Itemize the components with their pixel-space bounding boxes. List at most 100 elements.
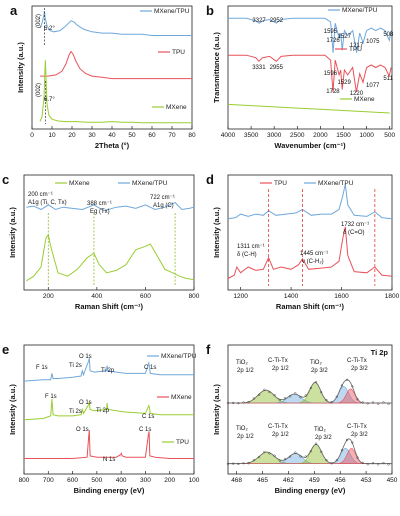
x-tick-label: 468	[231, 477, 242, 484]
plot-frame	[23, 344, 195, 475]
raw-data-point	[356, 398, 359, 401]
x-tick-label: 1500	[336, 132, 351, 139]
raw-data-point	[283, 397, 287, 400]
raw-data-point	[309, 386, 312, 390]
x-tick-label: 453	[361, 477, 372, 484]
x-tick-label: 80	[188, 132, 196, 139]
annotation: 2p 3/2	[315, 435, 332, 441]
raw-data-point	[325, 459, 328, 462]
x-tick-label: 400	[116, 477, 127, 484]
raw-data-point	[335, 459, 338, 462]
annotation: Eg (Tx)	[90, 209, 110, 215]
x-tick-label: 1600	[334, 293, 349, 300]
legend-entry: MXene/TPU	[161, 353, 197, 360]
annotation: 1311 cm⁻¹	[237, 244, 265, 250]
raw-data-point	[361, 461, 364, 464]
raw-data-point	[226, 401, 230, 405]
raw-data-point	[294, 392, 297, 395]
plot-frame	[227, 344, 393, 475]
raw-data-point	[237, 462, 240, 465]
raw-data-point	[263, 450, 266, 454]
annotation: 508	[383, 32, 394, 38]
annotation: C-Ti-Tx	[347, 424, 367, 430]
raw-data-point	[346, 438, 349, 441]
raw-data-point	[304, 455, 307, 458]
x-tick-label: 459	[309, 477, 320, 484]
raw-data-point	[309, 450, 312, 453]
series-line	[39, 60, 192, 124]
raw-data-point	[283, 457, 287, 460]
x-tick-label: 300	[140, 477, 151, 484]
series-line	[228, 54, 392, 93]
x-tick-label: 3500	[244, 132, 259, 139]
raw-data-point	[232, 401, 235, 404]
annotation: 1726	[326, 38, 340, 44]
x-tick-label: 500	[91, 477, 102, 484]
annotation: TiO₂	[236, 360, 248, 366]
series-line	[40, 50, 192, 80]
annotation: 722 cm⁻¹	[150, 195, 175, 201]
raw-data-point	[304, 394, 307, 397]
x-tick-label: 500	[384, 132, 395, 139]
raw-data-point	[377, 463, 380, 466]
x-tick-label: 456	[335, 477, 346, 484]
x-axis-label: Binding energy (eV)	[74, 486, 145, 495]
raw-data-point	[247, 462, 250, 465]
x-tick-label: 2000	[313, 132, 328, 139]
annotation: 1728	[326, 89, 340, 95]
raw-data-point	[278, 459, 281, 462]
raw-data-point	[226, 462, 230, 465]
plot-frame	[227, 5, 393, 130]
x-tick-label: 30	[88, 132, 96, 139]
annotation: δ (C=O)	[343, 230, 365, 236]
panel-f: 468 465 462 459 456 453 450 Binding energy (eV)…	[206, 342, 398, 495]
annotation: 2p 1/2	[272, 366, 289, 372]
raw-data-point	[320, 450, 323, 453]
x-tick-label: 20	[68, 132, 76, 139]
raw-data-point	[340, 384, 343, 387]
raw-data-point	[340, 449, 343, 452]
annotation: 2955	[270, 65, 284, 71]
raw-data-point	[273, 394, 276, 397]
annotation: C-Ti-Tx	[268, 358, 288, 364]
panel-e: 800 700 600 500 400 300 200 100 Binding energy (…	[2, 342, 200, 495]
annotation: TiO₂	[314, 427, 326, 433]
x-tick-label: 60	[148, 132, 156, 139]
legend-entry: MXene	[171, 394, 192, 401]
panel-letter: d	[206, 172, 214, 187]
x-tick-label: 50	[128, 132, 136, 139]
x-tick-label: 465	[257, 477, 268, 484]
raw-data-point	[351, 385, 354, 388]
legend-entry: TPU	[172, 49, 185, 56]
x-tick-label: 70	[168, 132, 176, 139]
raw-data-point	[242, 462, 245, 465]
raw-data-point	[346, 378, 349, 381]
y-axis-label: Intensity (a.u.)	[16, 42, 25, 93]
series-line	[26, 233, 195, 282]
x-tick-label: 200	[164, 477, 175, 484]
raw-data-point	[237, 402, 240, 405]
annotation: 3331	[252, 65, 266, 71]
fit-envelope	[228, 379, 392, 404]
annotation: O 1s	[79, 400, 92, 406]
annotation: 1445 cm⁻¹	[300, 251, 328, 257]
x-tick-label: 1800	[385, 293, 400, 300]
raw-data-point	[330, 462, 333, 465]
annotation: F 1s	[45, 394, 57, 400]
annotation: 3327	[252, 18, 266, 24]
legend-entry: MXene/TPU	[342, 7, 378, 14]
legend-entry: MXene	[354, 96, 375, 103]
panel-a: 0 10 20 30 40 50 60 70 80 2Theta (°) Intensity (a.…	[10, 3, 196, 150]
raw-data-point	[258, 456, 261, 459]
panel-c: 200 400 600 800 Raman Shift (cm⁻¹) Intensity …	[2, 172, 200, 311]
annotation: (002)	[36, 83, 42, 97]
x-tick-label: 1000	[359, 132, 374, 139]
raw-data-point	[320, 391, 323, 394]
x-tick-label: 200	[43, 293, 54, 300]
raw-data-point	[366, 463, 369, 466]
raw-data-point	[252, 397, 255, 400]
annotation: A1g (C)	[153, 203, 174, 209]
panel-d: 1200 1400 1600 1800 Raman Shift (cm⁻¹) Intens…	[206, 172, 400, 311]
annotation: 1077	[366, 83, 380, 89]
